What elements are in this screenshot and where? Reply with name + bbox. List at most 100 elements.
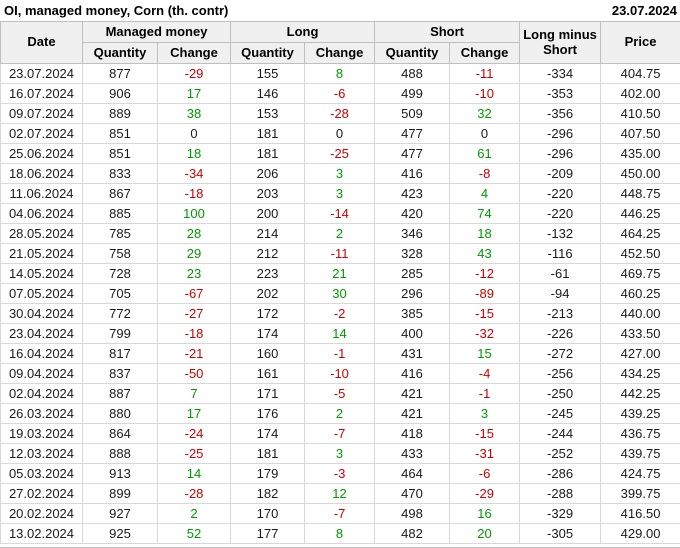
cell-mm-quantity: 887 [82,383,158,404]
cell-long-quantity: 177 [230,523,306,544]
cell-short-quantity: 470 [374,483,451,504]
cell-mm-change: 38 [156,103,232,124]
cell-short-change: 32 [449,103,521,124]
cell-short-quantity: 477 [374,143,451,164]
cell-price: 464.25 [600,223,680,244]
cell-price: 442.25 [600,383,680,404]
cell-long-minus-short: -132 [519,223,602,244]
cell-long-minus-short: -296 [519,123,602,144]
cell-mm-change: 18 [156,143,232,164]
cell-long-minus-short: -213 [519,303,602,324]
cell-long-minus-short: -305 [519,523,602,544]
cell-mm-change: -50 [156,363,232,384]
cell-price: 446.25 [600,203,680,224]
cell-price: 452.50 [600,243,680,264]
cell-long-quantity: 171 [230,383,306,404]
cell-long-change: 30 [304,283,376,304]
table-row: 16.07.2024 906 17 146 -6 499 -10 -353 402.00 [0,83,680,104]
cell-mm-quantity: 906 [82,83,158,104]
cell-price: 439.75 [600,443,680,464]
cell-price: 439.25 [600,403,680,424]
cell-short-change: -32 [449,323,521,344]
cell-price: 416.50 [600,503,680,524]
cell-short-quantity: 296 [374,283,451,304]
cell-short-quantity: 431 [374,343,451,364]
cell-date: 07.05.2024 [0,283,83,304]
cell-short-quantity: 488 [374,63,451,84]
cell-short-quantity: 400 [374,323,451,344]
cell-short-quantity: 464 [374,463,451,484]
cell-mm-quantity: 785 [82,223,158,244]
cell-mm-change: 7 [156,383,232,404]
cell-long-change: 2 [304,223,376,244]
cell-mm-quantity: 913 [82,463,158,484]
cell-price: 433.50 [600,323,680,344]
cell-long-change: -25 [304,143,376,164]
cell-long-minus-short: -252 [519,443,602,464]
report-date: 23.07.2024 [611,3,677,18]
cell-mm-quantity: 885 [82,203,158,224]
col-header-managed-money: Managed money [81,21,232,43]
cell-short-change: 20 [449,523,521,544]
cell-mm-change: 28 [156,223,232,244]
table-row: 18.06.2024 833 -34 206 3 416 -8 -209 450.00 [0,163,680,184]
cell-price: 434.25 [600,363,680,384]
cell-long-quantity: 176 [230,403,306,424]
cell-price: 448.75 [600,183,680,204]
cell-long-quantity: 174 [230,323,306,344]
cell-long-minus-short: -296 [519,143,602,164]
cell-mm-quantity: 837 [82,363,158,384]
cell-short-change: 3 [449,403,521,424]
cell-long-change: -10 [304,363,376,384]
cell-mm-change: -28 [156,483,232,504]
cell-long-change: -28 [304,103,376,124]
cell-short-quantity: 285 [374,263,451,284]
cell-long-minus-short: -256 [519,363,602,384]
cell-long-change: 3 [304,183,376,204]
cell-mm-change: 52 [156,523,232,544]
cell-short-change: -15 [449,303,521,324]
cell-short-change: 15 [449,343,521,364]
cell-long-minus-short: -288 [519,483,602,504]
cell-mm-quantity: 705 [82,283,158,304]
col-header-short-change: Change [449,42,521,64]
table-row: 02.04.2024 887 7 171 -5 421 -1 -250 442.25 [0,383,680,404]
cell-short-quantity: 416 [374,363,451,384]
cell-short-change: -8 [449,163,521,184]
table-row: 20.02.2024 927 2 170 -7 498 16 -329 416.50 [0,503,680,524]
cell-mm-change: 100 [156,203,232,224]
col-header-long: Long [230,21,376,43]
cell-short-change: 18 [449,223,521,244]
cell-long-change: 8 [304,523,376,544]
cell-mm-change: -27 [156,303,232,324]
cell-mm-quantity: 925 [82,523,158,544]
cell-price: 424.75 [600,463,680,484]
cell-long-quantity: 182 [230,483,306,504]
cell-short-change: -89 [449,283,521,304]
cell-long-quantity: 200 [230,203,306,224]
table-header: Date Managed money Long Short Long minus… [0,21,680,64]
cell-date: 18.06.2024 [0,163,83,184]
cell-date: 11.06.2024 [0,183,83,204]
cell-long-minus-short: -356 [519,103,602,124]
cell-long-minus-short: -329 [519,503,602,524]
cell-long-change: -11 [304,243,376,264]
cell-long-change: 3 [304,163,376,184]
cell-long-minus-short: -286 [519,463,602,484]
cell-long-change: 2 [304,403,376,424]
cell-long-quantity: 181 [230,443,306,464]
cell-mm-change: 2 [156,503,232,524]
cell-long-change: 12 [304,483,376,504]
cell-long-change: -1 [304,343,376,364]
table-row: 30.04.2024 772 -27 172 -2 385 -15 -213 440.00 [0,303,680,324]
col-header-date: Date [0,21,83,64]
cell-long-change: 14 [304,323,376,344]
cell-short-quantity: 509 [374,103,451,124]
cell-long-minus-short: -209 [519,163,602,184]
cell-date: 14.05.2024 [0,263,83,284]
cell-mm-quantity: 888 [82,443,158,464]
cell-mm-quantity: 799 [82,323,158,344]
table-row: 05.03.2024 913 14 179 -3 464 -6 -286 424.75 [0,463,680,484]
col-header-short-quantity: Quantity [374,42,451,64]
